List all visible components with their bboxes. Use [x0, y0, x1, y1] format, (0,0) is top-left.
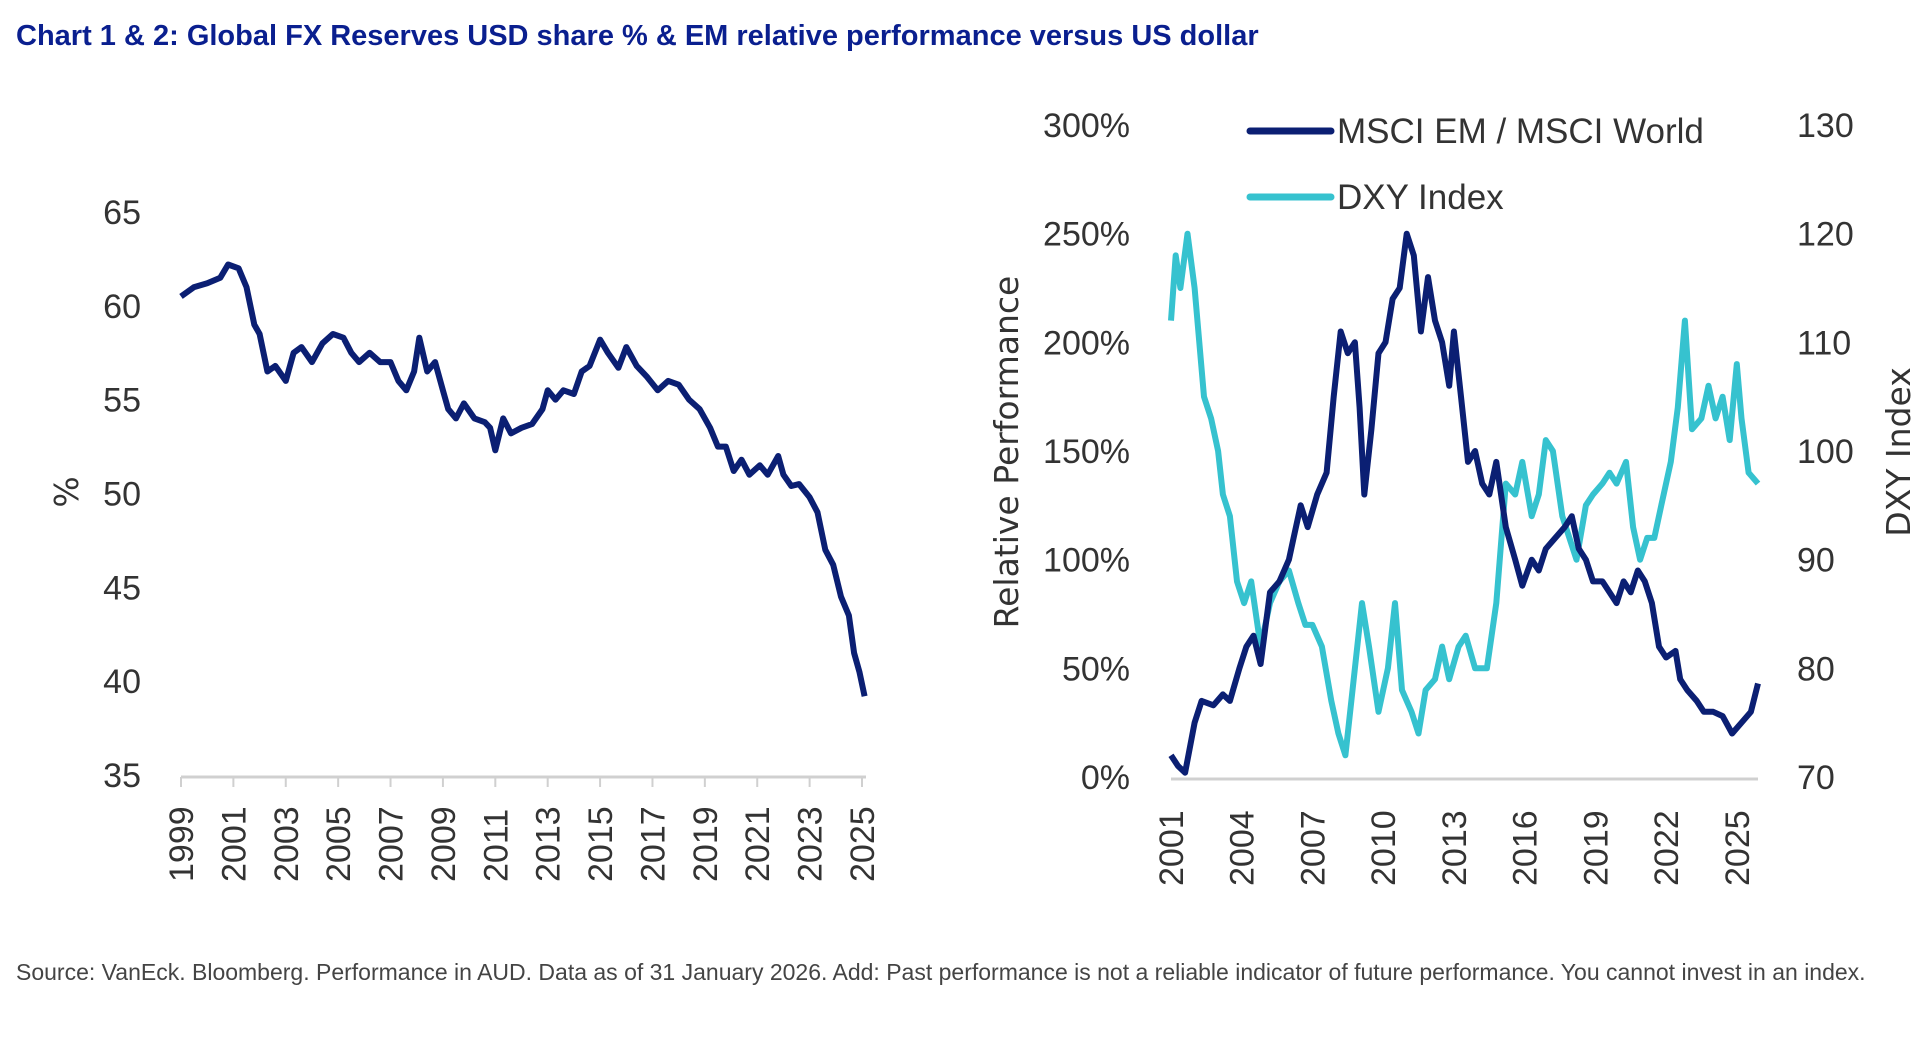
y-tick-label: 60 — [103, 288, 141, 326]
y-tick-label: 100% — [1043, 542, 1130, 580]
y-tick-label: 45 — [103, 569, 141, 607]
usd-share-line — [179, 261, 868, 697]
x-tick-label: 2003 — [268, 806, 306, 882]
y-tick-label: 55 — [103, 382, 141, 420]
y-tick-label: 50 — [103, 476, 141, 514]
x-tick-label: 2001 — [215, 806, 253, 882]
source-note: Source: VanEck. Bloomberg. Performance i… — [16, 959, 1866, 985]
y-tick-label: 50% — [1062, 650, 1130, 688]
x-tick-label: 2009 — [425, 806, 463, 882]
left-chart-y-axis-label: % — [47, 476, 86, 507]
x-tick-label: 2015 — [582, 806, 620, 882]
y-tick-label: 35 — [103, 757, 141, 795]
x-tick-label: 2010 — [1365, 810, 1403, 886]
y-tick-label: 200% — [1043, 324, 1130, 362]
y2-tick-label: 110 — [1797, 324, 1851, 362]
x-tick-label: 2007 — [1294, 810, 1332, 886]
x-tick-label: 2005 — [320, 806, 358, 882]
y-tick-label: 300% — [1043, 107, 1130, 145]
y2-tick-label: 90 — [1797, 542, 1835, 580]
x-tick-label: 2021 — [739, 806, 777, 882]
x-tick-label: 2011 — [477, 809, 515, 882]
y-tick-label: 250% — [1043, 216, 1130, 254]
y-tick-label: 40 — [103, 663, 141, 701]
right-chart-y2-axis-label: DXY Index — [1879, 367, 1918, 537]
x-tick-label: 2022 — [1648, 810, 1686, 886]
dxy-index-line — [1168, 230, 1761, 759]
fx-reserves-chart: % 1999 2001 2003 2005 2007 2009 2011 2013 2015 20… — [47, 194, 882, 882]
x-tick-label: 2007 — [373, 806, 411, 882]
x-tick-label: 2023 — [792, 806, 830, 882]
x-tick-label: 2019 — [1577, 810, 1615, 886]
y2-tick-label: 80 — [1797, 650, 1835, 688]
y2-tick-label: 100 — [1797, 433, 1854, 471]
x-tick-label: 2019 — [687, 806, 725, 882]
chart-title: Chart 1 & 2: Global FX Reserves USD shar… — [16, 20, 1259, 52]
y2-tick-label: 70 — [1797, 759, 1835, 797]
y-tick-label: 65 — [103, 194, 141, 232]
legend-label-dxy: DXY Index — [1337, 178, 1504, 217]
right-chart-y-axis-label: Relative Performance — [987, 276, 1026, 629]
legend-label-msci: MSCI EM / MSCI World — [1337, 112, 1704, 151]
y-tick-label: 150% — [1043, 433, 1130, 471]
x-tick-label: 2001 — [1153, 810, 1191, 886]
x-tick-label: 2025 — [1719, 810, 1757, 886]
em-relative-performance-chart: Relative Performance DXY Index MSCI EM /… — [987, 107, 1918, 886]
x-tick-label: 2004 — [1224, 810, 1262, 886]
x-tick-label: 2025 — [844, 806, 882, 882]
x-tick-label: 2016 — [1507, 810, 1545, 886]
x-tick-label: 2017 — [634, 806, 672, 882]
y2-tick-label: 120 — [1797, 216, 1854, 254]
y-tick-label: 0% — [1081, 759, 1130, 797]
x-tick-label: 2013 — [1436, 810, 1474, 886]
y2-tick-label: 130 — [1797, 107, 1854, 145]
x-tick-label: 2013 — [530, 806, 568, 882]
x-tick-label: 1999 — [163, 806, 201, 882]
msci-em-world-line — [1168, 230, 1761, 776]
